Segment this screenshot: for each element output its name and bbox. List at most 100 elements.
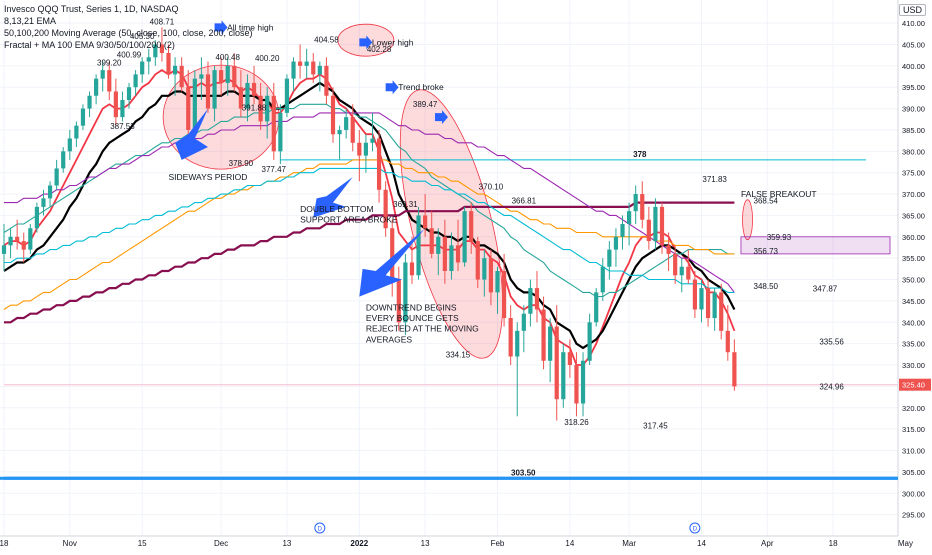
candle-body [344,117,349,130]
candle-body [47,185,53,199]
y-tick-label: 320.00 [902,404,925,413]
series-line [4,112,735,293]
price-value-label: 324.96 [819,383,844,392]
candle-body [324,65,329,96]
candle-body [686,266,691,280]
candle-body [462,211,467,263]
x-tick-label: Dec [214,539,228,548]
candle-body [133,74,138,88]
y-tick-label: 335.00 [902,340,925,349]
price-value-label: 371.83 [702,175,727,184]
highlight-downtrend [399,89,504,359]
candle-body [508,318,513,357]
y-tick-label: 365.00 [902,211,925,220]
candle-body [219,70,224,83]
candle-body [620,223,625,237]
candle-body [501,271,507,319]
y-tick-label: 395.00 [902,83,925,92]
candle-body [548,326,553,361]
y-tick-label: 370.00 [902,190,925,199]
price-value-label: 377.47 [262,165,287,174]
candle-body [488,258,494,293]
price-value-label: 347.87 [813,285,838,294]
candle-body [659,206,665,246]
candle-body [54,168,59,186]
x-tick-label: 15 [138,539,147,548]
price-value-label: 356.73 [754,247,779,256]
price-value-label: 405.30 [130,32,155,41]
y-tick-label: 385.00 [902,126,925,135]
y-tick-label: 375.00 [902,169,925,178]
candle-body [429,228,434,254]
candle-body [140,61,145,75]
series-line [3,81,736,350]
dividend-marker [689,522,701,534]
candle-body [186,87,191,130]
level-line-label: 378 [633,150,647,159]
candle-body [541,309,546,361]
candle-body [640,194,645,220]
candle-body [337,129,342,135]
price-value-label: 370.10 [479,183,504,192]
annotation-text: FALSE BREAKOUT [741,189,817,199]
candle-body [298,61,303,66]
candle-body [251,82,257,96]
candle-body [245,82,250,109]
price-value-label: 402.28 [367,45,392,54]
resistance-zone [740,236,891,255]
currency-selector[interactable]: USD [898,4,926,16]
candle-body [594,292,599,323]
candle-body [613,236,619,250]
price-value-label: 404.58 [314,35,339,44]
arrow-lower-high [359,35,373,50]
candle-body [28,228,33,250]
candle-body [330,95,336,135]
candle-body [587,322,592,361]
candle-body [574,365,579,404]
candle-body [732,352,737,387]
candle-body [61,151,66,169]
candle-body [41,198,46,207]
price-value-label: 368.54 [754,196,779,205]
y-tick-label: 380.00 [902,147,925,156]
candle-body [159,44,165,54]
candle-body [363,142,368,156]
candle-body [580,360,586,404]
dividend-marker-letter: D [693,527,698,533]
candle-body [232,65,237,88]
candle-body [449,245,454,271]
annotation-text: DOWNTREND BEGINS [366,302,457,312]
candle-body [567,352,572,366]
series-line [4,167,735,293]
candle-body [370,138,375,143]
candle-body [166,53,171,75]
candle-body [482,258,487,280]
x-tick-label: Feb [491,539,505,548]
candle-body [699,288,704,310]
y-tick-label: 390.00 [902,105,925,114]
candle-body [258,95,263,122]
arrow-sideways [175,108,208,160]
candle-body [278,112,283,152]
annotation-text: SIDEWAYS PERIOD [169,172,248,182]
arrow-double-bottom [313,176,353,218]
y-tick-label: 400.00 [902,62,925,71]
series-line [3,69,736,366]
x-tick-label: 13 [282,539,291,548]
annotation-text: Trend broke [398,82,444,92]
candle-body [495,271,500,293]
candle-body [146,57,151,62]
candle-body [376,138,382,190]
x-tick-label: 14 [565,539,574,548]
candle-body [673,253,678,276]
last-price-tag [899,378,931,391]
candle-body [192,78,197,130]
candle-body [692,279,697,310]
annotation-text: SUPPORT AREA BROKE [300,215,398,225]
candle-body [469,211,474,242]
candle-body [199,74,204,79]
y-tick-label: 345.00 [902,297,925,306]
candle-body [238,87,243,109]
level-line-label: 303.50 [511,468,536,477]
